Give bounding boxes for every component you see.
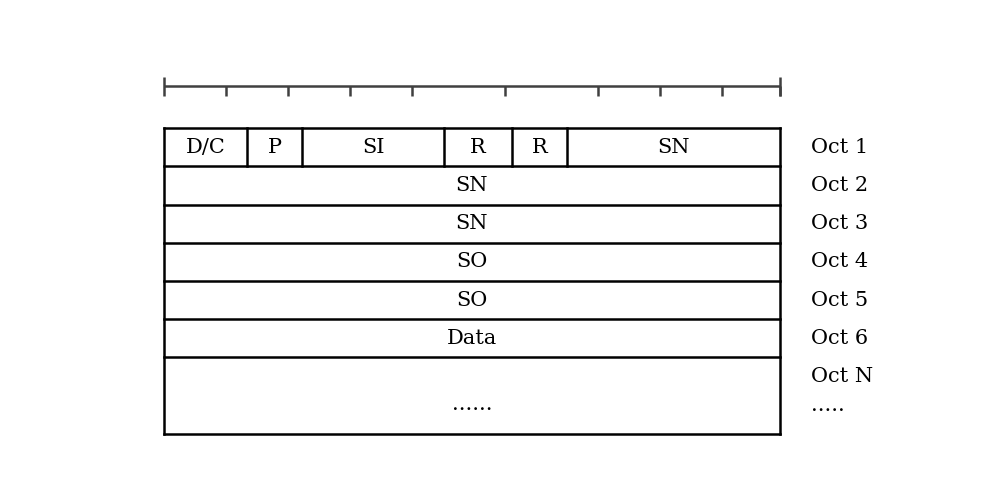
Text: Oct 3: Oct 3 [811,214,868,233]
Text: D/C: D/C [185,138,225,157]
Text: Data: Data [447,329,497,348]
Text: SN: SN [456,176,488,195]
Text: R: R [532,138,547,157]
Text: SO: SO [456,252,487,271]
Text: Oct 6: Oct 6 [811,329,868,348]
Text: Oct 4: Oct 4 [811,252,868,271]
Text: R: R [470,138,486,157]
Text: SO: SO [456,291,487,310]
Text: Oct 1: Oct 1 [811,138,868,157]
Text: Oct 2: Oct 2 [811,176,868,195]
Text: Oct N: Oct N [811,367,873,386]
Text: .....: ..... [811,396,845,415]
Text: ......: ...... [452,395,492,414]
Text: P: P [268,138,282,157]
Text: SN: SN [657,138,690,157]
Text: Oct 5: Oct 5 [811,291,868,310]
Text: SN: SN [456,214,488,233]
Text: SI: SI [362,138,384,157]
